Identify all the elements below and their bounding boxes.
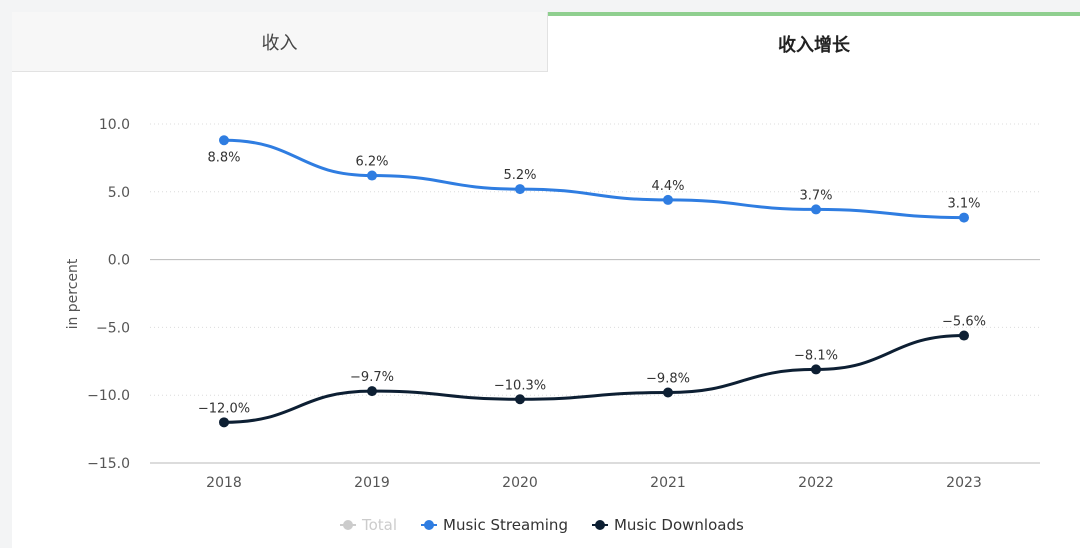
legend-item-music-downloads[interactable]: Music Downloads bbox=[591, 516, 744, 534]
data-label: 6.2% bbox=[355, 155, 388, 170]
data-point bbox=[367, 386, 377, 397]
data-label: −8.1% bbox=[794, 348, 838, 363]
data-point bbox=[811, 364, 821, 375]
data-label: 4.4% bbox=[651, 179, 684, 194]
data-point bbox=[219, 135, 229, 146]
y-tick-label: −5.0 bbox=[96, 320, 130, 336]
y-tick-label: 10.0 bbox=[99, 117, 130, 133]
data-point bbox=[219, 417, 229, 428]
data-point bbox=[959, 212, 969, 223]
legend-downloads-label: Music Downloads bbox=[613, 516, 744, 534]
data-point bbox=[515, 184, 525, 195]
x-tick-label: 2021 bbox=[650, 475, 686, 491]
chart-card: 收入 收入增长 bbox=[12, 12, 1080, 548]
data-label: 5.2% bbox=[503, 168, 536, 183]
legend-item-total[interactable]: Total bbox=[340, 516, 397, 534]
y-axis-title: in percent bbox=[65, 258, 81, 329]
x-tick-label: 2019 bbox=[354, 475, 390, 491]
data-label: −9.8% bbox=[646, 371, 690, 386]
y-tick-label: 5.0 bbox=[108, 185, 130, 201]
y-tick-label: −10.0 bbox=[87, 388, 130, 404]
data-point bbox=[367, 170, 377, 181]
tab-revenue[interactable]: 收入 bbox=[12, 12, 548, 72]
data-point bbox=[515, 394, 525, 405]
series-line bbox=[223, 334, 965, 424]
tab-revenue-growth[interactable]: 收入增长 bbox=[548, 12, 1080, 72]
x-tick-label: 2023 bbox=[946, 475, 982, 491]
data-label: −9.7% bbox=[350, 370, 394, 385]
legend-total-label: Total bbox=[362, 516, 398, 534]
legend-item-music-streaming[interactable]: Music Streaming bbox=[421, 516, 568, 534]
x-tick-label: 2018 bbox=[206, 475, 242, 491]
legend-total-symbol-icon bbox=[340, 520, 356, 530]
tab-revenue-growth-label: 收入增长 bbox=[778, 35, 850, 56]
data-label: 3.1% bbox=[947, 197, 980, 212]
data-point bbox=[811, 204, 821, 215]
legend-downloads-symbol-icon bbox=[591, 520, 608, 530]
data-label: −5.6% bbox=[942, 315, 986, 330]
data-label: 3.7% bbox=[799, 188, 832, 203]
legend-streaming-label: Music Streaming bbox=[443, 516, 568, 534]
chart-legend: Total Music Streaming Music Downloads bbox=[340, 515, 744, 535]
data-label: −12.0% bbox=[198, 401, 250, 416]
data-point bbox=[663, 387, 673, 398]
x-tick-label: 2022 bbox=[798, 475, 834, 491]
y-tick-label: −15.0 bbox=[87, 456, 130, 472]
series-line bbox=[223, 138, 965, 220]
tab-revenue-label: 收入 bbox=[261, 32, 298, 54]
data-label: 8.8% bbox=[207, 150, 240, 165]
data-label: −10.3% bbox=[494, 378, 546, 393]
legend-streaming-symbol-icon bbox=[421, 520, 438, 530]
y-tick-label: 0.0 bbox=[108, 253, 130, 269]
data-point bbox=[663, 194, 673, 205]
data-point bbox=[959, 330, 969, 341]
x-tick-label: 2020 bbox=[502, 475, 538, 491]
